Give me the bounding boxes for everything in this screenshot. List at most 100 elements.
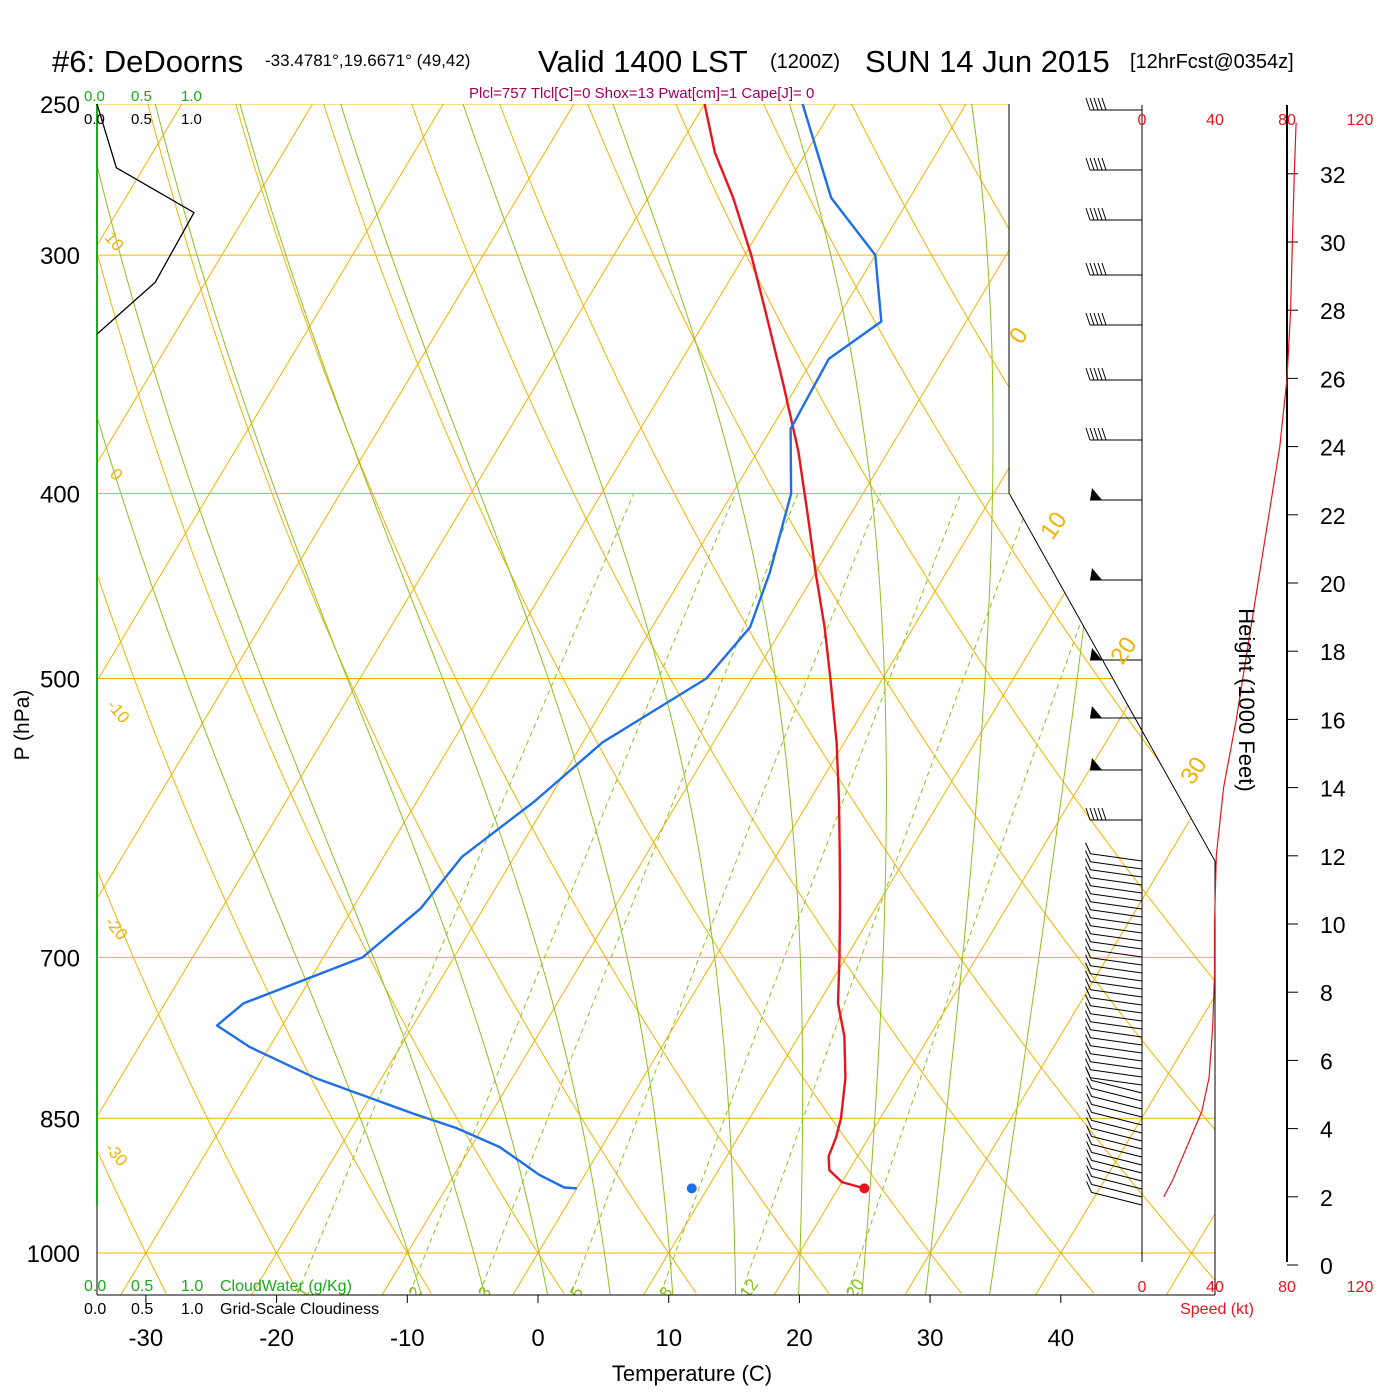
wind-barb [1086, 1149, 1143, 1174]
valid-time: Valid 1400 LST [538, 44, 748, 79]
mixing-ratio-line [568, 493, 882, 1295]
height-tick-label: 30 [1320, 230, 1346, 256]
height-tick-label: 2 [1320, 1185, 1333, 1211]
station-title: #6: DeDoorns [52, 44, 243, 79]
wind-barb [1085, 97, 1142, 111]
isotherm-line [97, 104, 575, 1295]
wind-barb [1085, 946, 1143, 966]
wind-barb [1090, 706, 1142, 719]
wind-barb [1090, 488, 1142, 501]
cloudiness-label: Grid-Scale Cloudiness [220, 1301, 379, 1318]
wind-barb [1085, 807, 1142, 821]
height-tick-label: 28 [1320, 298, 1346, 324]
temperature-tick-label: -10 [390, 1325, 425, 1352]
height-tick-label: 22 [1320, 503, 1346, 529]
moist-adiabat-line [97, 104, 487, 1295]
dry-adiabat-line [97, 104, 300, 1294]
wind-barb [1085, 858, 1143, 878]
wind-barb [1085, 922, 1143, 942]
height-tick-label: 16 [1320, 707, 1346, 733]
station-coords: -33.4781°,19.6671° (49,42) [265, 51, 470, 70]
speed-tick-label-top: 0 [1138, 112, 1147, 129]
mixing-ratio-line [738, 493, 1034, 1295]
sounding-profiles [96, 103, 883, 1194]
pressure-tick-label: 850 [40, 1106, 80, 1133]
temperature-tick-label: 0 [531, 1325, 544, 1352]
cloudwater-tick-0: 0.0 [84, 88, 105, 105]
dry-adiabat-line [486, 104, 1215, 1294]
height-tick-label: 12 [1320, 844, 1346, 870]
isotherm-label: -10 [103, 696, 133, 727]
speed-tick-label-bottom: 0 [1138, 1279, 1147, 1296]
wind-barb [1086, 1109, 1143, 1134]
wind-barb [1086, 1125, 1143, 1150]
right-frame-line [1008, 104, 1216, 1295]
wind-barb [1086, 1101, 1143, 1126]
height-tick-label: 24 [1320, 435, 1346, 461]
mixing-ratio-line [475, 493, 799, 1295]
wind-barb [1085, 874, 1143, 894]
wind-barb [1085, 262, 1142, 276]
speed-tick-label-bottom: 40 [1206, 1279, 1224, 1296]
pressure-tick-label: 500 [40, 667, 80, 694]
y-axis-title: P (hPa) [11, 690, 34, 761]
isotherm-line [643, 104, 1215, 1295]
wind-barb [1085, 1042, 1143, 1062]
wind-speed-profile-line [1163, 122, 1297, 1198]
surface-temperature-marker [859, 1183, 870, 1194]
temperature-tick-label: 20 [786, 1325, 813, 1352]
wind-barb [1085, 842, 1143, 862]
dry-adiabat-line [834, 104, 1215, 1294]
pressure-tick-label: 700 [40, 945, 80, 972]
wind-barb [1086, 1085, 1143, 1110]
isotherm-label: -20 [101, 913, 131, 944]
isotherm-line [1035, 104, 1215, 1295]
wind-barb [1086, 1093, 1143, 1118]
dewpoint-profile-line [215, 103, 883, 1190]
wind-barb [1085, 962, 1143, 982]
wind-barb [1086, 1133, 1143, 1158]
wind-barb [1085, 312, 1142, 326]
wind-barb [1085, 954, 1143, 974]
plot-frame [96, 104, 1216, 1303]
mixing-ratio-label: 3 [474, 1283, 495, 1302]
mixing-ratio-line [844, 493, 1128, 1295]
wind-barb [1085, 157, 1142, 171]
wind-barb [1085, 207, 1142, 221]
dry-adiabat-line [138, 104, 697, 1294]
isotherm-line [904, 104, 1215, 1295]
wind-barb [1085, 427, 1142, 441]
wind-barb [1086, 1077, 1143, 1102]
wind-barb [1086, 1117, 1143, 1142]
cloudiness-bottom-tick-1: 0.5 [131, 1301, 153, 1318]
forecast-info: [12hrFcst@0354z] [1130, 51, 1294, 73]
wind-barb [1090, 648, 1142, 661]
wind-barb [1085, 1034, 1143, 1054]
isotherm-line [250, 104, 967, 1295]
stability-indices: Plcl=757 Tlcl[C]=0 Shox=13 Pwat[cm]=1 Ca… [469, 85, 814, 102]
wind-barb [1085, 367, 1142, 381]
cloudiness-bottom-tick-2: 1.0 [181, 1301, 203, 1318]
mixing-ratio-label: 1 [292, 1283, 313, 1302]
mixing-ratio-label: 8 [655, 1283, 676, 1302]
background-lines: 1 2 3 5 8 12 20 [97, 104, 1215, 1302]
wind-barb [1090, 568, 1142, 581]
temperature-tick-label: -20 [259, 1325, 294, 1352]
wind-barb [1085, 930, 1143, 950]
dry-adiabat-line [573, 104, 1215, 1294]
wind-barb [1085, 906, 1143, 926]
wind-barb [1085, 914, 1143, 934]
isotherm-label: 0 [1004, 322, 1034, 348]
zulu-time: (1200Z) [770, 51, 840, 73]
pressure-tick-label: 300 [40, 243, 80, 270]
moist-adiabat-line [456, 104, 737, 1295]
speed-tick-label-bottom: 120 [1347, 1279, 1374, 1296]
moist-adiabat-line [966, 104, 1131, 1295]
isotherm-label: 20 [1105, 632, 1142, 669]
temperature-tick-label: -30 [129, 1325, 164, 1352]
temperature-tick-label: 30 [917, 1325, 944, 1352]
wind-barb [1085, 1050, 1143, 1070]
mixing-ratio-line [657, 493, 962, 1295]
height-tick-label: 32 [1320, 162, 1346, 188]
